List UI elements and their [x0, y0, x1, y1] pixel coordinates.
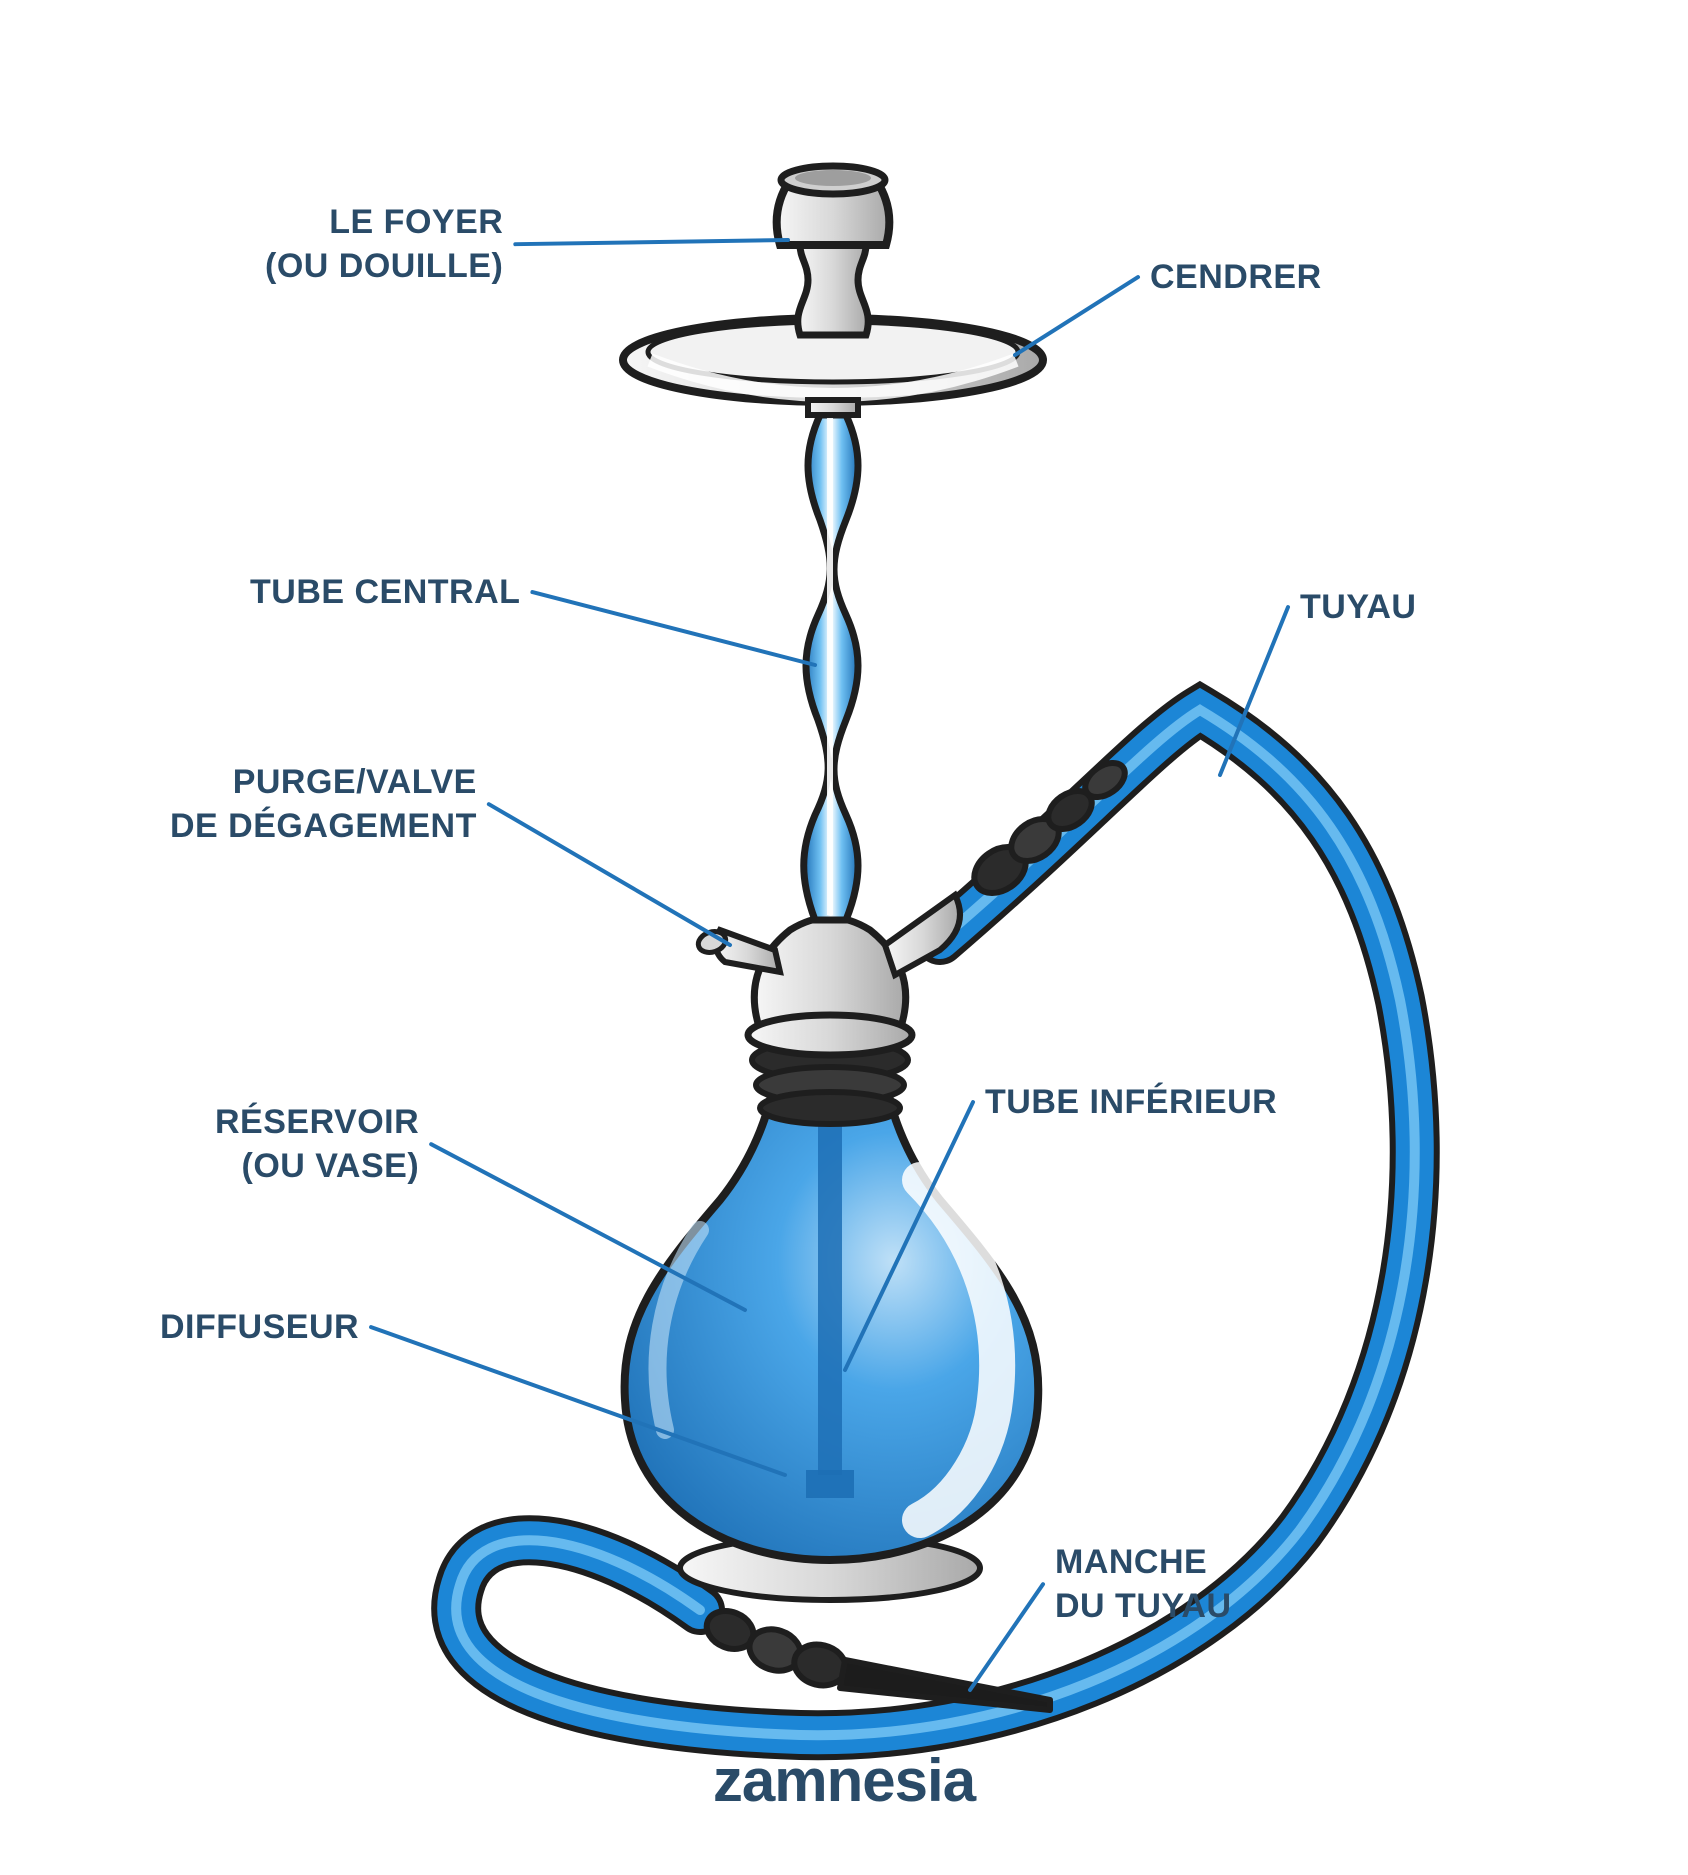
label-foyer: LE FOYER (OU DOUILLE) — [265, 200, 503, 288]
bowl — [777, 166, 890, 245]
hose-connector-top — [966, 756, 1131, 903]
purge-valve — [696, 928, 780, 972]
label-tube-inferieur: TUBE INFÉRIEUR — [985, 1080, 1277, 1124]
label-manche: MANCHE DU TUYAU — [1055, 1540, 1232, 1628]
label-tuyau: TUYAU — [1300, 585, 1417, 629]
label-tube-central: TUBE CENTRAL — [250, 570, 520, 614]
label-purge: PURGE/VALVE DE DÉGAGEMENT — [170, 760, 477, 848]
label-reservoir: RÉSERVOIR (OU VASE) — [215, 1100, 419, 1188]
brand-logo: zamnesia — [713, 1746, 975, 1815]
label-cendrer: CENDRER — [1150, 255, 1322, 299]
diffuser — [806, 1470, 854, 1498]
hookah-illustration — [0, 0, 1688, 1875]
diagram-canvas: zamnesia LE FOYER (OU DOUILLE) CENDRER TUB… — [0, 0, 1688, 1875]
downstem — [818, 1120, 842, 1475]
bowl-neck — [798, 245, 868, 335]
hose-mouthpiece — [701, 1604, 1050, 1710]
central-stem — [804, 415, 858, 920]
label-diffuseur: DIFFUSEUR — [160, 1305, 359, 1349]
